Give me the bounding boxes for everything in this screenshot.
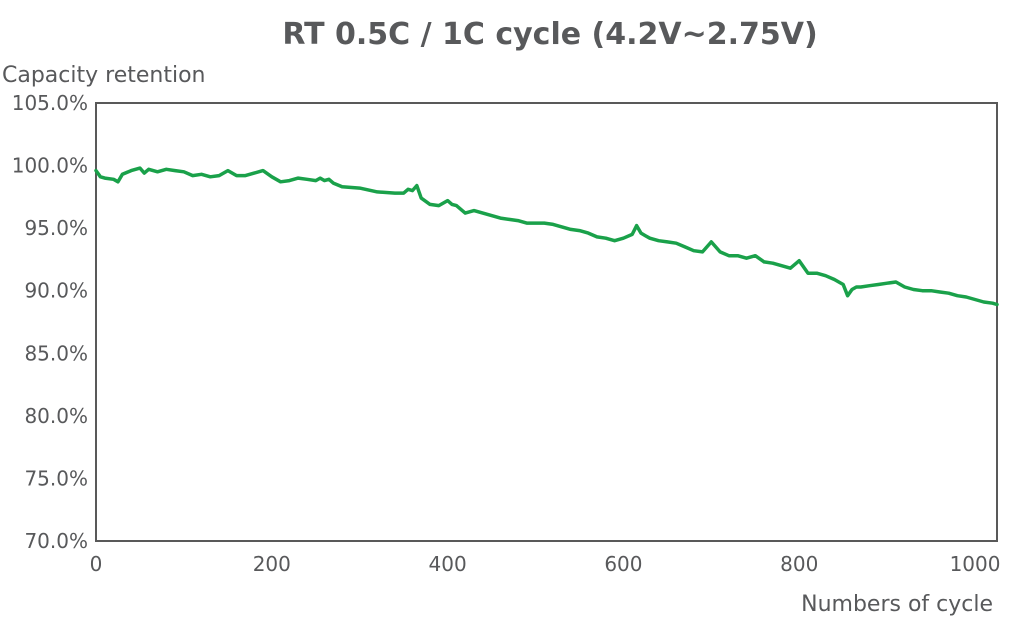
y-tick-label: 85.0% [24, 341, 88, 365]
y-axis-label: Capacity retention [2, 63, 205, 88]
y-tick-label: 70.0% [24, 529, 88, 553]
y-tick-labels: 70.0% 75.0% 80.0% 85.0% 90.0% 95.0% 100.0% 105.… [12, 91, 88, 553]
y-tick-label: 75.0% [24, 466, 88, 490]
x-tick-label: 0 [90, 552, 103, 576]
x-axis-label: Numbers of cycle [801, 592, 993, 617]
series-group [94, 166, 999, 307]
x-tick-label: 1000 [950, 552, 1001, 576]
x-tick-label: 600 [604, 552, 642, 576]
x-tick-labels: 0 200 400 600 800 1000 [90, 552, 1001, 576]
series-line [94, 166, 999, 307]
x-tick-label: 400 [429, 552, 467, 576]
y-tick-label: 95.0% [24, 216, 88, 240]
x-tick-label: 200 [253, 552, 291, 576]
y-tick-label: 105.0% [12, 91, 88, 115]
y-tick-label: 100.0% [12, 154, 88, 178]
y-tick-label: 80.0% [24, 404, 88, 428]
y-tick-label: 90.0% [24, 279, 88, 303]
plot-area-frame [95, 102, 998, 542]
x-tick-label: 800 [780, 552, 818, 576]
chart-title: RT 0.5C / 1C cycle (4.2V~2.75V) [282, 17, 817, 52]
